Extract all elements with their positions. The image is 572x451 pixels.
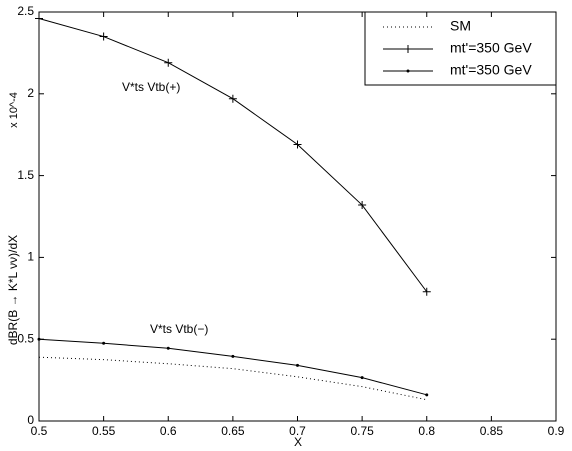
point-marker	[422, 287, 431, 296]
point-marker	[99, 32, 108, 41]
y-tick-label: 1	[27, 250, 34, 264]
x-tick-label: 0.55	[92, 424, 116, 438]
point-marker	[231, 354, 235, 358]
point-marker	[358, 201, 367, 210]
legend-label: mt'=350 GeV	[450, 62, 532, 78]
point-marker	[425, 393, 429, 397]
point-marker	[293, 140, 302, 149]
legend-label: mt'=350 GeV	[450, 40, 532, 56]
x-tick-label: 0.65	[221, 424, 245, 438]
x-tick-label: 0.5	[31, 424, 48, 438]
x-tick-label: 0.85	[480, 424, 504, 438]
x-tick-label: 0.8	[418, 424, 435, 438]
point-marker	[37, 337, 41, 341]
series-line	[38, 338, 427, 396]
point-marker	[228, 94, 237, 103]
point-marker	[166, 346, 170, 350]
x-tick-label: 0.7	[289, 424, 306, 438]
point-marker	[102, 341, 106, 345]
legend-marker	[404, 45, 412, 53]
point-marker	[360, 376, 364, 380]
x-tick-label: 0.6	[160, 424, 177, 438]
series-line	[38, 356, 427, 401]
y-multiplier: x 10^-4	[8, 92, 20, 128]
y-tick-label: 0	[27, 413, 34, 427]
legend-marker	[406, 69, 410, 73]
point-marker	[35, 14, 43, 23]
y-tick-label: 0.5	[17, 331, 34, 345]
y-tick-label: 2	[27, 86, 34, 100]
y-tick-label: 2.5	[17, 4, 34, 18]
point-marker	[164, 58, 173, 67]
annotation: V*ts Vtb(−)	[150, 322, 208, 336]
y-tick-label: 1.5	[17, 168, 34, 182]
legend-label: SM	[450, 18, 471, 34]
annotation: V*ts Vtb(+)	[122, 80, 180, 94]
x-tick-label: 0.75	[350, 424, 374, 438]
x-axis-label: X	[294, 435, 302, 449]
y-axis-label: dBR(B → K*L νν)/dX	[6, 235, 20, 345]
point-marker	[296, 363, 299, 367]
x-tick-label: 0.9	[548, 424, 565, 438]
